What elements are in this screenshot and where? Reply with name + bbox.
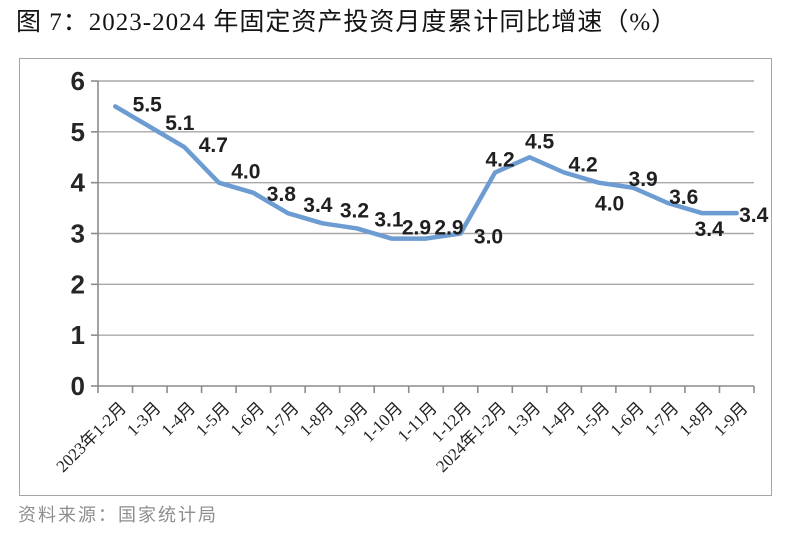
y-tick-label: 2	[71, 269, 85, 299]
x-axis-label: 1-3月	[503, 398, 544, 439]
data-point-label: 2.9	[402, 217, 431, 240]
data-point-label: 4.5	[525, 130, 555, 153]
data-point-label: 3.6	[669, 186, 698, 209]
data-point-label: 4.0	[231, 161, 260, 184]
figure-title: 图 7：2023-2024 年固定资产投资月度累计同比增速（%）	[16, 9, 678, 36]
x-axis-label: 1-7月	[641, 398, 682, 439]
x-axis-label: 1-5月	[572, 398, 613, 439]
x-axis-label: 1-7月	[261, 398, 302, 439]
x-axis-label: 1-6月	[227, 398, 268, 439]
data-source-note: 资料来源：国家统计局	[18, 505, 218, 525]
data-point-label: 3.9	[629, 168, 658, 191]
line-chart-svg: 01234562023年1-2月1-3月1-4月1-5月1-6月1-7月1-8月…	[53, 66, 769, 476]
y-tick-label: 3	[71, 219, 85, 249]
data-point-label: 3.1	[374, 208, 404, 231]
data-point-label: 4.7	[199, 134, 228, 157]
data-point-label: 3.4	[695, 218, 725, 241]
data-point-label: 3.8	[267, 183, 297, 206]
data-point-label: 4.2	[569, 154, 598, 177]
y-tick-label: 4	[71, 168, 86, 198]
x-axis-label: 1-3月	[123, 398, 164, 439]
data-point-label: 5.1	[165, 112, 195, 135]
data-point-label: 3.0	[474, 226, 503, 249]
x-axis-label: 1-8月	[676, 398, 717, 439]
data-point-label: 3.4	[303, 194, 333, 217]
data-point-label: 3.4	[739, 204, 769, 227]
data-point-label: 4.0	[595, 193, 624, 216]
y-tick-label: 0	[71, 371, 85, 401]
x-axis-label: 1-6月	[606, 398, 647, 439]
data-series-line	[113, 104, 739, 241]
x-axis-label: 1-9月	[710, 398, 751, 439]
data-point-label: 3.2	[340, 199, 369, 222]
x-axis-label: 2023年1-2月	[53, 398, 131, 476]
y-tick-label: 6	[71, 66, 85, 96]
data-point-label: 2.9	[434, 217, 463, 240]
x-axis-label: 1-8月	[296, 398, 337, 439]
data-point-label: 5.5	[133, 93, 163, 116]
chart-container: 0 1 2 3 4 5 6 2023年1-2月 1-3月 1-4月 1-5月 1-6月 1-7月 1-8月…	[19, 58, 772, 496]
y-tick-label: 1	[71, 320, 85, 350]
x-axis-label: 1-4月	[158, 398, 199, 439]
x-axis-label: 1-4月	[537, 398, 578, 439]
x-axis-label: 1-5月	[192, 398, 233, 439]
data-point-label: 4.2	[485, 149, 514, 172]
y-tick-label: 5	[71, 117, 85, 147]
